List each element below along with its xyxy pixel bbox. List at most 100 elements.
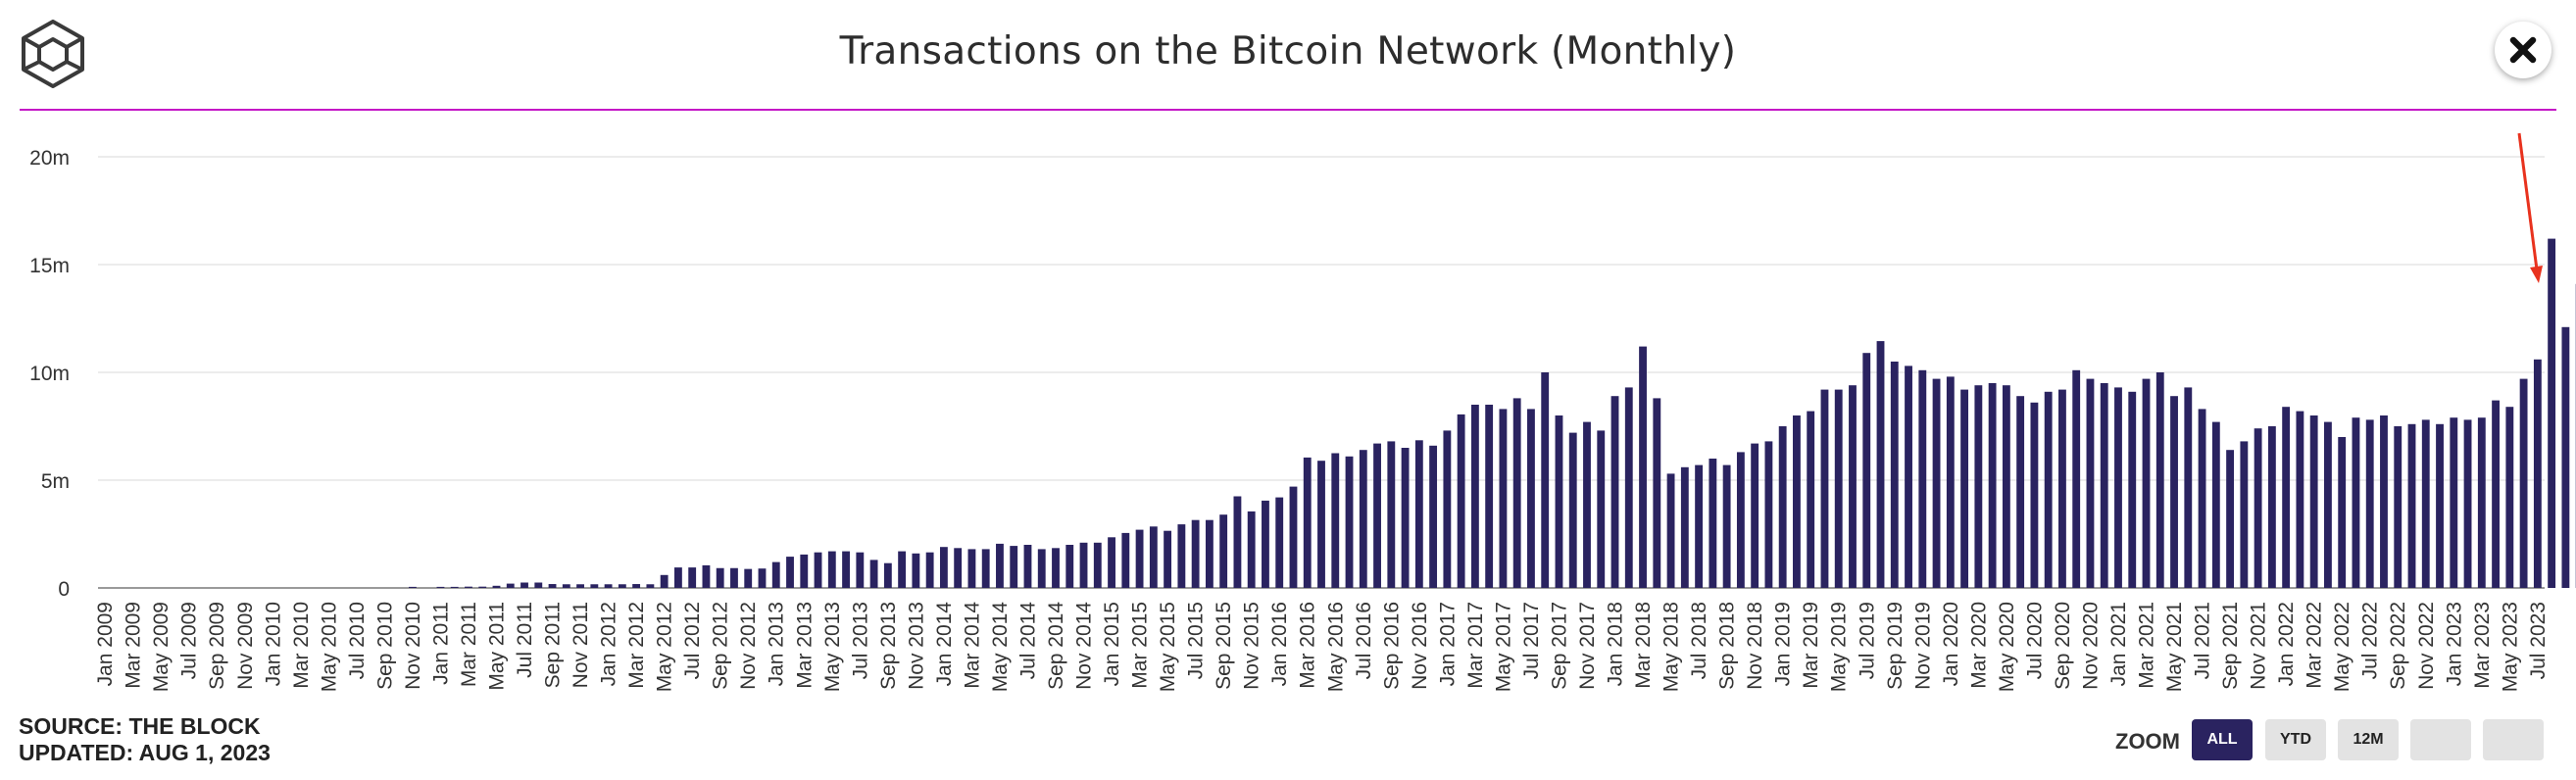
bar[interactable] <box>1233 496 1242 589</box>
bar[interactable] <box>2492 400 2501 588</box>
bar[interactable] <box>1275 497 1284 588</box>
bar[interactable] <box>869 560 878 588</box>
bar[interactable] <box>1541 372 1550 588</box>
bar[interactable] <box>1149 526 1158 588</box>
bar[interactable] <box>898 551 907 588</box>
bar[interactable] <box>912 553 920 588</box>
bar[interactable] <box>1303 457 1312 588</box>
bar[interactable] <box>2240 441 2249 588</box>
bar[interactable] <box>2184 387 2193 588</box>
bar[interactable] <box>1974 385 1983 588</box>
bar[interactable] <box>2352 417 2360 588</box>
bar[interactable] <box>1527 409 1535 588</box>
bar[interactable] <box>1205 519 1214 588</box>
bar[interactable] <box>1373 443 1381 588</box>
bar[interactable] <box>1555 415 1563 588</box>
bar[interactable] <box>1289 486 1298 588</box>
bar[interactable] <box>2198 409 2206 588</box>
bar[interactable] <box>506 583 515 588</box>
bar[interactable] <box>1331 453 1340 589</box>
bar[interactable] <box>2226 450 2235 588</box>
bar[interactable] <box>1457 414 1465 588</box>
bar[interactable] <box>2505 407 2514 588</box>
bar[interactable] <box>2030 402 2039 588</box>
bar[interactable] <box>744 568 753 588</box>
bar[interactable] <box>1108 537 1115 588</box>
bar[interactable] <box>1219 514 1228 588</box>
bar[interactable] <box>1820 389 1829 588</box>
bar[interactable] <box>800 554 809 588</box>
bar[interactable] <box>883 562 892 588</box>
bar[interactable] <box>1164 530 1172 588</box>
bar[interactable] <box>2548 238 2556 588</box>
bar[interactable] <box>842 551 850 588</box>
bar[interactable] <box>478 586 487 588</box>
bar[interactable] <box>1429 445 1438 588</box>
bar[interactable] <box>1401 448 1410 588</box>
zoom-option-4-button[interactable] <box>2410 719 2471 760</box>
bar[interactable] <box>1079 542 1088 588</box>
bar[interactable] <box>2421 419 2430 588</box>
bar[interactable] <box>1680 466 1689 588</box>
bar[interactable] <box>2254 428 2262 588</box>
bar[interactable] <box>1834 389 1843 588</box>
bar[interactable] <box>2561 326 2570 588</box>
bar[interactable] <box>730 567 738 588</box>
bar[interactable] <box>814 552 822 588</box>
bar[interactable] <box>2086 378 2095 588</box>
bar[interactable] <box>1709 459 1717 588</box>
bar[interactable] <box>2282 407 2291 588</box>
bar[interactable] <box>1890 362 1899 588</box>
bar[interactable] <box>436 586 445 588</box>
bar[interactable] <box>2155 372 2164 588</box>
bar[interactable] <box>1905 366 1912 588</box>
bar[interactable] <box>1512 398 1521 588</box>
bar[interactable] <box>1470 405 1479 588</box>
bar[interactable] <box>954 548 963 588</box>
bar[interactable] <box>450 586 459 588</box>
bar[interactable] <box>2002 385 2010 588</box>
bar[interactable] <box>1262 500 1269 588</box>
bar[interactable] <box>2072 369 2081 588</box>
bar[interactable] <box>1624 387 1633 588</box>
bar[interactable] <box>1191 519 1200 588</box>
bar[interactable] <box>2142 378 2151 588</box>
bar[interactable] <box>1778 426 1787 588</box>
bar[interactable] <box>1387 441 1396 588</box>
bar[interactable] <box>1695 464 1704 588</box>
bar[interactable] <box>758 568 767 588</box>
bar[interactable] <box>660 574 669 588</box>
bar[interactable] <box>2407 423 2416 588</box>
bar[interactable] <box>1666 473 1675 588</box>
bar[interactable] <box>673 567 682 588</box>
bar[interactable] <box>786 557 794 588</box>
close-button[interactable] <box>2495 22 2551 78</box>
bar[interactable] <box>2394 426 2403 588</box>
bar[interactable] <box>548 584 557 588</box>
bar[interactable] <box>2519 378 2528 588</box>
bar[interactable] <box>2477 417 2486 588</box>
bar[interactable] <box>562 584 570 588</box>
bar[interactable] <box>716 567 724 588</box>
bar[interactable] <box>2309 415 2318 588</box>
bar[interactable] <box>1736 452 1745 588</box>
zoom-option-5-button[interactable] <box>2483 719 2544 760</box>
bar[interactable] <box>939 547 948 588</box>
bar[interactable] <box>2058 389 2066 588</box>
zoom-all-button[interactable]: ALL <box>2192 719 2253 760</box>
bar[interactable] <box>2338 437 2347 588</box>
bar[interactable] <box>1317 461 1325 588</box>
bar[interactable] <box>604 584 613 588</box>
bar[interactable] <box>408 586 417 588</box>
bar[interactable] <box>1807 411 1815 588</box>
bar[interactable] <box>1639 346 1647 588</box>
bar[interactable] <box>981 549 990 588</box>
bar[interactable] <box>1751 443 1759 588</box>
bar[interactable] <box>1764 441 1773 588</box>
bar[interactable] <box>1946 376 1955 588</box>
bar[interactable] <box>1177 524 1186 588</box>
bar[interactable] <box>465 586 472 588</box>
bar[interactable] <box>2533 359 2542 588</box>
bar[interactable] <box>1010 546 1018 588</box>
bar[interactable] <box>1485 405 1494 588</box>
